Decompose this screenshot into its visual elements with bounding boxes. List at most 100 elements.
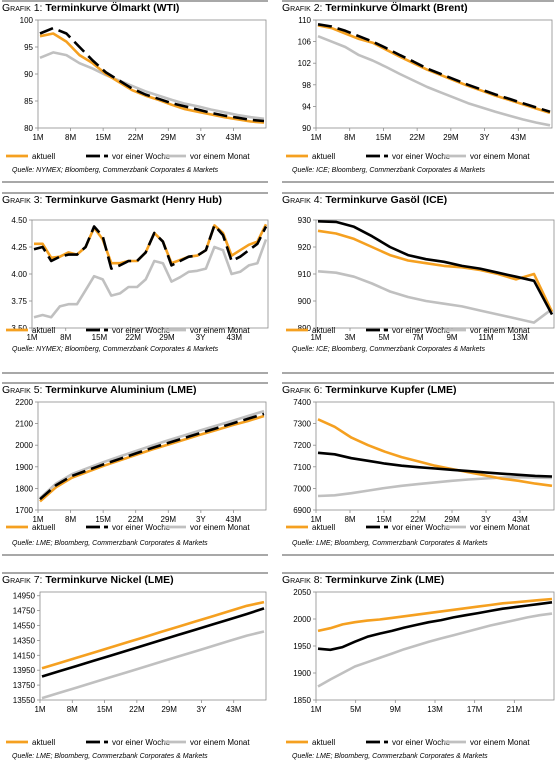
series-line-aktuell bbox=[317, 418, 553, 488]
y-tick-label: 1950 bbox=[293, 642, 311, 651]
plot-frame bbox=[315, 219, 555, 329]
plot-frame bbox=[315, 19, 553, 129]
chart-title: Grafik 1: Terminkurve Ölmarkt (WTI) bbox=[2, 2, 180, 14]
series-line-vor-einem-Monat bbox=[317, 475, 553, 498]
series-line-vor-einem-Monat bbox=[39, 51, 265, 121]
y-tick-label: 1900 bbox=[15, 463, 33, 472]
y-tick-label: 4.00 bbox=[11, 270, 27, 279]
x-tick-label: 3Y bbox=[196, 133, 206, 142]
chart-panel-zink: Grafik 8: Terminkurve Zink (LME) 1850 190… bbox=[282, 572, 555, 762]
legend-label: vor einem Monat bbox=[470, 326, 530, 335]
header-rule bbox=[282, 0, 554, 2]
x-tick-label: 43M bbox=[226, 515, 242, 524]
chart-svg: 80 85 90 95 100 1M 8M 15M 22M 29M 3Y 43M aktuell vor … bbox=[6, 16, 267, 161]
chart-panel-kupfer: Grafik 6: Terminkurve Kupfer (LME) 6900 7… bbox=[282, 382, 555, 572]
x-tick-label: 22M bbox=[128, 515, 144, 524]
footer-rule bbox=[2, 181, 268, 183]
chart-source: Quelle: LME; Bloomberg, Commerzbank Corp… bbox=[292, 540, 488, 547]
x-tick-label: 9M bbox=[446, 333, 457, 342]
y-tick-label: 2200 bbox=[15, 398, 33, 407]
chart-name: Terminkurve Gasöl (ICE) bbox=[325, 194, 448, 206]
x-tick-label: 21M bbox=[507, 705, 523, 714]
series-line-aktuell bbox=[39, 414, 265, 503]
x-tick-label: 22M bbox=[129, 705, 145, 714]
y-tick-label: 90 bbox=[302, 124, 311, 133]
y-tick-label: 7000 bbox=[293, 484, 311, 493]
series-line-vor-einer-Woche bbox=[317, 451, 553, 478]
series-line-aktuell bbox=[317, 597, 553, 633]
x-tick-label: 22M bbox=[410, 515, 426, 524]
x-tick-label: 1M bbox=[32, 515, 43, 524]
x-tick-label: 8M bbox=[60, 333, 71, 342]
y-tick-label: 7300 bbox=[293, 420, 311, 429]
series-line-vor-einer-Woche bbox=[317, 23, 551, 114]
y-tick-label: 102 bbox=[298, 59, 312, 68]
legend: aktuell vor einer Woche vor einem Monat bbox=[286, 738, 530, 747]
x-tick-label: 43M bbox=[226, 705, 242, 714]
y-tick-label: 4.25 bbox=[11, 243, 27, 252]
x-tick-label: 43M bbox=[511, 133, 527, 142]
x-tick-label: 43M bbox=[226, 133, 242, 142]
legend-label: aktuell bbox=[312, 152, 335, 161]
legend-label: vor einem Monat bbox=[190, 523, 250, 532]
chart-source: Quelle: LME; Bloomberg, Commerzbank Corp… bbox=[292, 753, 488, 760]
x-tick-label: 13M bbox=[512, 333, 528, 342]
y-tick-label: 14550 bbox=[13, 622, 36, 631]
x-tick-label: 15M bbox=[92, 333, 108, 342]
y-tick-label: 7100 bbox=[293, 463, 311, 472]
y-tick-label: 3.50 bbox=[11, 324, 27, 333]
y-tick-label: 95 bbox=[24, 43, 33, 52]
x-tick-label: 43M bbox=[227, 333, 243, 342]
y-tick-label: 14350 bbox=[13, 636, 36, 645]
legend-label: aktuell bbox=[32, 738, 55, 747]
chart-label: Grafik 3 bbox=[2, 194, 40, 206]
legend-label: vor einer Woche bbox=[112, 523, 171, 532]
legend: aktuell vor einer Woche vor einem Monat bbox=[286, 523, 530, 532]
x-tick-label: 8M bbox=[65, 133, 76, 142]
x-tick-label: 22M bbox=[125, 333, 141, 342]
y-tick-label: 1800 bbox=[15, 484, 33, 493]
y-tick-label: 80 bbox=[24, 124, 33, 133]
x-tick-label: 29M bbox=[161, 133, 177, 142]
legend-label: vor einer Woche bbox=[392, 523, 451, 532]
legend-label: vor einem Monat bbox=[190, 326, 250, 335]
y-tick-label: 90 bbox=[24, 70, 33, 79]
series-line-vor-einer-Woche bbox=[41, 607, 265, 678]
chart-svg: 890 900 910 920 930 1M 3M 5M 7M 9M 11M 13M aktuell vo… bbox=[286, 216, 555, 342]
legend-label: aktuell bbox=[32, 523, 55, 532]
x-tick-label: 15M bbox=[95, 515, 111, 524]
chart-source: Quelle: ICE; Bloomberg, Commerzbank Corp… bbox=[292, 167, 485, 174]
chart-name: Terminkurve Zink (LME) bbox=[325, 574, 445, 586]
legend-label: vor einem Monat bbox=[470, 738, 530, 747]
y-tick-label: 98 bbox=[302, 81, 311, 90]
chart-name: Terminkurve Gasmarkt (Henry Hub) bbox=[45, 194, 222, 206]
chart-title: Grafik 6: Terminkurve Kupfer (LME) bbox=[282, 384, 457, 396]
chart-svg: 90 94 98 102 106 110 1M 8M 15M 22M 29M 3Y 43M aktuell… bbox=[286, 16, 553, 161]
y-tick-label: 85 bbox=[24, 97, 33, 106]
y-tick-label: 13550 bbox=[13, 696, 36, 705]
chart-name: Terminkurve Nickel (LME) bbox=[45, 574, 174, 586]
chart-label: Grafik 8 bbox=[282, 574, 320, 586]
y-tick-label: 920 bbox=[298, 243, 312, 252]
plot-frame bbox=[37, 19, 267, 129]
x-tick-label: 15M bbox=[376, 515, 392, 524]
series-line-vor-einem-Monat bbox=[317, 612, 553, 688]
x-tick-label: 8M bbox=[344, 133, 355, 142]
x-tick-label: 29M bbox=[444, 515, 460, 524]
chart-title: Grafik 7: Terminkurve Nickel (LME) bbox=[2, 574, 174, 586]
series-line-vor-einer-Woche bbox=[39, 412, 265, 501]
y-tick-label: 2100 bbox=[15, 420, 33, 429]
x-tick-label: 1M bbox=[32, 133, 43, 142]
legend-label: vor einer Woche bbox=[392, 738, 451, 747]
x-tick-label: 5M bbox=[350, 705, 361, 714]
legend-label: aktuell bbox=[32, 326, 55, 335]
x-tick-label: 22M bbox=[128, 133, 144, 142]
x-tick-label: 15M bbox=[95, 133, 111, 142]
x-tick-label: 1M bbox=[26, 333, 37, 342]
legend-label: aktuell bbox=[312, 326, 335, 335]
chart-name: Terminkurve Ölmarkt (Brent) bbox=[325, 2, 468, 14]
x-tick-label: 3Y bbox=[196, 515, 206, 524]
y-tick-label: 13950 bbox=[13, 666, 36, 675]
legend-label: vor einem Monat bbox=[470, 523, 530, 532]
y-tick-label: 14950 bbox=[13, 592, 36, 601]
